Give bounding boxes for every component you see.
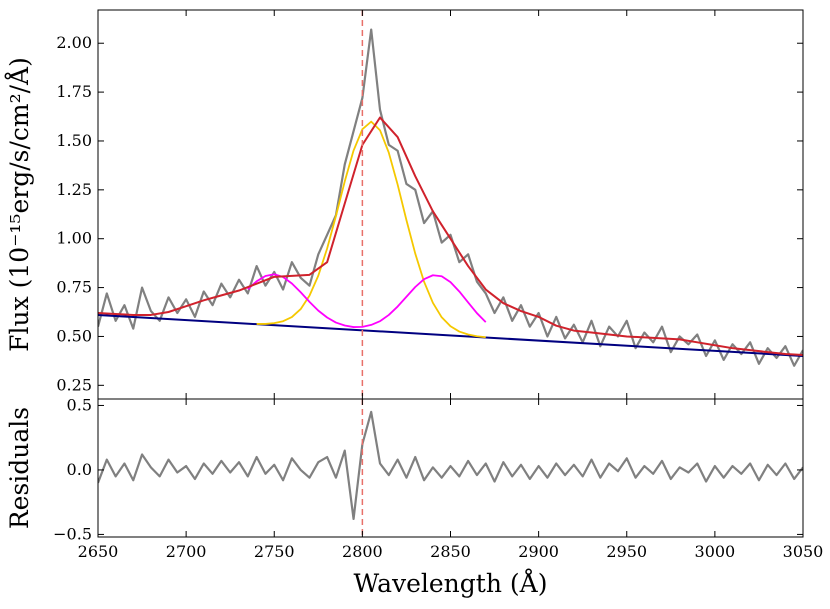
axes-frame [97, 9, 804, 400]
x-axis-label: Wavelength (Å) [354, 568, 548, 598]
y-axis-label: Flux (10⁻¹⁵erg/s/cm²/Å) [4, 57, 34, 352]
x-tick-label: 2950 [606, 542, 647, 561]
plot-area [98, 410, 803, 521]
y-tick-label: 1.75 [56, 82, 92, 101]
x-tick-label: 2750 [254, 542, 295, 561]
x-tick-label: 2900 [518, 542, 559, 561]
y-tick-label: 0.50 [56, 326, 92, 345]
x-tick-label: 3050 [783, 542, 824, 561]
y-axis-label: Residuals [5, 407, 34, 529]
series-line [98, 313, 803, 357]
series-line [98, 410, 803, 521]
x-tick-label: 2700 [166, 542, 207, 561]
series-line [98, 116, 803, 357]
y-tick-label: −0.5 [53, 524, 92, 543]
y-tick-label: 1.50 [56, 131, 92, 150]
y-tick-label: 0.25 [56, 375, 92, 394]
y-tick-label: 0.5 [67, 395, 92, 414]
series-line [247, 273, 487, 328]
series-line [256, 120, 486, 339]
x-tick-label: 2800 [342, 542, 383, 561]
plot-area [98, 28, 803, 367]
y-tick-label: 1.25 [56, 180, 92, 199]
y-tick-label: 2.00 [56, 33, 92, 52]
x-tick-label: 2850 [430, 542, 471, 561]
x-tick-label: 2650 [78, 542, 119, 561]
y-tick-label: 1.00 [56, 229, 92, 248]
axes-frame [97, 398, 804, 538]
y-tick-label: 0.0 [67, 460, 92, 479]
x-tick-label: 3000 [695, 542, 736, 561]
series-line [98, 28, 803, 367]
y-tick-label: 0.75 [56, 278, 92, 297]
